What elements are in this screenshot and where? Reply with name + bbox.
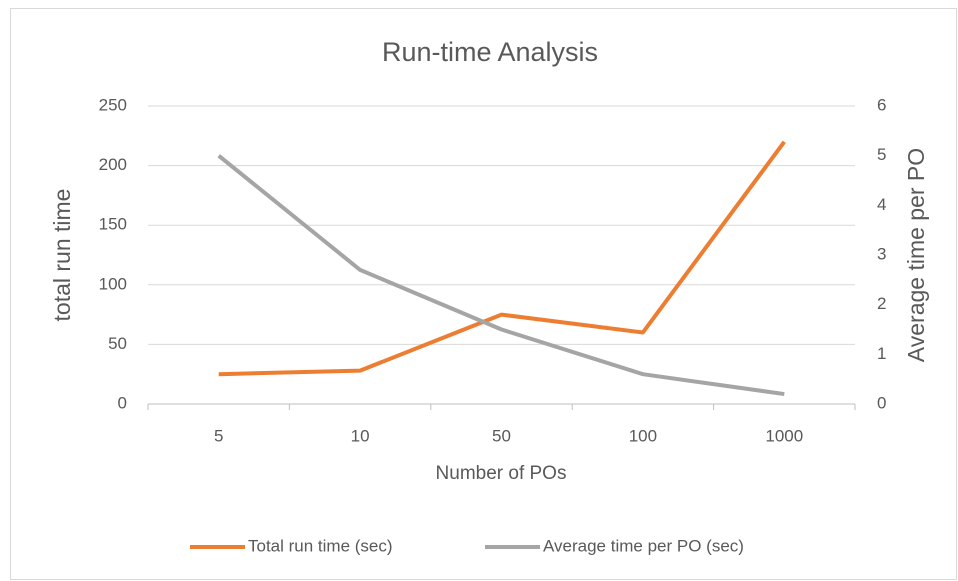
y2-axis-label: Average time per PO — [903, 148, 929, 362]
chart-border — [10, 8, 957, 580]
y2-tick-label: 3 — [877, 244, 886, 263]
y-tick-label: 150 — [99, 215, 127, 234]
y2-tick-label: 1 — [877, 344, 886, 363]
y2-tick-label: 0 — [877, 393, 886, 412]
x-tick-label: 1000 — [765, 426, 803, 445]
legend-label: Average time per PO (sec) — [543, 536, 744, 555]
chart-title: Run-time Analysis — [382, 37, 598, 67]
legend-label: Total run time (sec) — [248, 536, 393, 555]
y-tick-label: 200 — [99, 155, 127, 174]
y-axis-label: total run time — [49, 189, 75, 322]
y-tick-label: 0 — [118, 393, 127, 412]
series-line — [217, 154, 785, 397]
x-tick-label: 50 — [492, 426, 511, 445]
y2-tick-label: 6 — [877, 95, 886, 114]
x-tick-label: 5 — [214, 426, 223, 445]
x-tick-label: 10 — [351, 426, 370, 445]
y-tick-label: 250 — [99, 95, 127, 114]
x-tick-label: 100 — [629, 426, 657, 445]
y-tick-label: 50 — [108, 334, 127, 353]
y-tick-label: 100 — [99, 274, 127, 293]
x-axis-label: Number of POs — [436, 463, 567, 484]
y2-tick-label: 2 — [877, 294, 886, 313]
y2-tick-label: 4 — [877, 195, 886, 214]
series-line — [218, 140, 786, 377]
y2-tick-label: 5 — [877, 145, 886, 164]
